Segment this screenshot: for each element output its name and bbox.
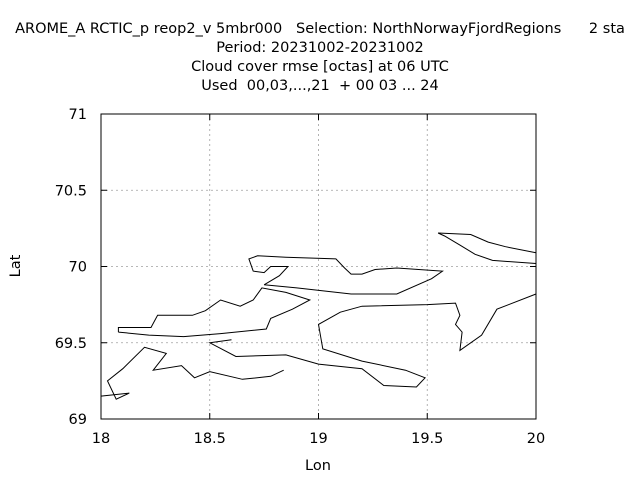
chart-title: AROME_A RCTIC_p reop2_v 5mbr000 Selectio… bbox=[15, 21, 625, 94]
coastline-line bbox=[248, 255, 444, 295]
coastline-line bbox=[437, 232, 537, 264]
y-tick-label: 69 bbox=[69, 412, 87, 428]
title-line-1: AROME_A RCTIC_p reop2_v 5mbr000 Selectio… bbox=[15, 21, 625, 37]
title-line-4: Used 00,03,...,21 + 00 03 ... 24 bbox=[201, 78, 439, 94]
coastline-line bbox=[100, 346, 284, 400]
y-axis-label: Lat bbox=[8, 254, 24, 277]
grid-lines bbox=[101, 114, 536, 419]
x-axis-label: Lon bbox=[305, 458, 331, 474]
y-tick-label: 69.5 bbox=[55, 336, 87, 352]
plot-area-frame bbox=[100, 113, 537, 420]
y-tick-label: 70.5 bbox=[55, 183, 87, 199]
x-tick-labels: 18 18.5 19 19.5 20 bbox=[92, 431, 545, 447]
x-tick-label: 18 bbox=[92, 431, 110, 447]
y-tick-label: 70 bbox=[69, 260, 87, 276]
coastline-series bbox=[100, 232, 537, 400]
title-line-2: Period: 20231002-20231002 bbox=[216, 40, 424, 56]
x-tick-label: 19.5 bbox=[411, 431, 443, 447]
title-line-3: Cloud cover rmse [octas] at 06 UTC bbox=[191, 59, 449, 75]
x-tick-label: 18.5 bbox=[194, 431, 226, 447]
coastline-line bbox=[208, 293, 537, 388]
y-tick-labels: 69 69.5 70 70.5 71 bbox=[55, 107, 87, 428]
x-tick-label: 20 bbox=[527, 431, 545, 447]
x-tick-label: 19 bbox=[309, 431, 327, 447]
y-tick-label: 71 bbox=[69, 107, 87, 123]
coastline-line bbox=[438, 232, 537, 254]
coastline-line bbox=[117, 287, 312, 338]
